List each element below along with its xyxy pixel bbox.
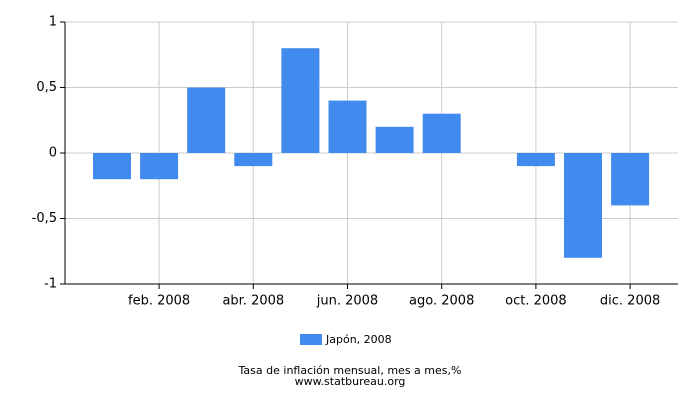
bar: [564, 153, 602, 258]
y-tick-label: -0,5: [32, 211, 57, 226]
y-tick-label: 1: [49, 15, 57, 30]
y-tick-label: 0,5: [36, 80, 57, 95]
bar: [234, 153, 273, 167]
x-tick-label: ago. 2008: [409, 294, 474, 309]
x-tick-label: dic. 2008: [600, 294, 660, 309]
chart-title: Tasa de inflación mensual, mes a mes,%: [238, 364, 462, 377]
bar: [281, 48, 320, 154]
bar: [516, 153, 555, 167]
bar: [611, 153, 650, 206]
chart-subtitle: www.statbureau.org: [295, 375, 406, 388]
y-tick-label: 0: [49, 146, 57, 161]
y-tick-label: -1: [44, 277, 57, 292]
bar: [140, 153, 179, 180]
bar: [328, 100, 367, 153]
bar: [187, 87, 226, 153]
legend-swatch: [300, 334, 322, 345]
legend-label: Japón, 2008: [325, 333, 392, 346]
x-tick-label: jun. 2008: [316, 294, 378, 309]
x-tick-label: abr. 2008: [222, 294, 284, 309]
x-tick-label: feb. 2008: [128, 294, 190, 309]
bar: [375, 126, 414, 153]
bar: [422, 113, 461, 153]
bar: [93, 153, 131, 180]
x-tick-label: oct. 2008: [505, 294, 567, 309]
